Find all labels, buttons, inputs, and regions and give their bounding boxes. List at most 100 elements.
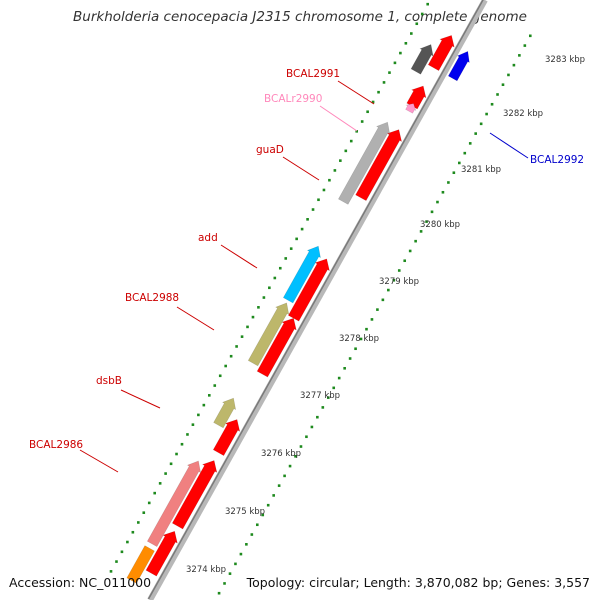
tick-outer [228,572,232,575]
tick-outer [376,308,379,311]
cds-forward-arrow [171,460,218,530]
tick-inner [278,266,282,270]
tick-inner [142,511,146,514]
scale-label: 3281 kbp [461,165,501,175]
tick-outer [474,132,477,135]
cds-forward-arrow [212,419,241,457]
gene-label-BCALr2990: BCALr2990 [264,93,322,105]
tick-inner [339,159,342,162]
tick-outer [277,484,281,487]
scale-label: 3283 kbp [545,55,585,65]
tick-outer [316,415,319,419]
tick-outer [288,464,292,468]
tick-outer [507,73,510,77]
tick-outer [430,210,434,214]
tick-inner [213,384,217,387]
tick-outer [436,200,439,204]
gene-label-add: add [198,232,218,244]
cds-forward-arrow [427,34,455,71]
tick-inner [382,81,386,84]
tick-inner [349,139,353,143]
tick-outer [512,63,516,67]
tick-outer [326,396,330,399]
tick-inner [306,218,309,221]
tick-inner [153,491,156,495]
tick-outer [294,455,297,458]
gene-add [282,245,321,304]
tick-inner [377,90,380,94]
tick-outer [425,220,428,223]
tick-outer [217,591,221,595]
tick-inner [126,540,129,544]
tick-inner [415,22,419,26]
tick-inner [246,325,249,329]
tick-inner [109,570,113,573]
tick-inner [202,403,206,407]
gene-BCAL2992 [447,50,470,82]
tick-outer [479,122,483,126]
tick-inner [229,354,233,358]
label-leader-line [319,105,358,132]
tick-outer [485,112,488,116]
tick-outer [414,239,417,243]
tick-inner [186,433,189,436]
tick-outer [381,298,385,302]
gene-label-BCAL2988: BCAL2988 [125,292,179,304]
tick-outer [354,347,357,351]
tick-inner [328,178,331,182]
tick-inner [420,12,424,16]
tick-inner [120,550,124,554]
tick-inner [240,335,244,338]
label-leader-line [489,132,529,159]
tick-outer [261,513,265,517]
tick-inner [289,247,293,250]
tick-inner [224,364,227,368]
tick-inner [344,149,348,153]
tick-outer [348,357,352,360]
tick-inner [360,120,364,123]
tick-outer [528,34,532,38]
gene-label-dsbB: dsbB [96,375,122,387]
gene-BCAL2991 [410,44,434,75]
scale-label: 3282 kbp [503,109,543,119]
label-leader-line [220,244,258,269]
cds-forward-arrow [256,317,297,378]
label-leader-line [282,156,320,181]
tick-inner [268,286,271,290]
tick-outer [518,54,521,57]
tick-outer [441,190,445,194]
tick-outer [299,445,303,448]
gene-BCALr2990 [405,103,417,114]
features [126,34,470,584]
tick-inner [404,41,408,45]
scale-label: 3279 kbp [379,277,419,287]
tick-inner [300,227,304,231]
tick-outer [245,543,248,546]
tick-outer [365,327,368,331]
tick-outer [310,425,314,429]
scale-label: 3278 kbp [339,334,379,344]
tick-inner [317,198,320,202]
tick-inner [371,100,375,104]
label-leader-line [337,80,375,105]
tick-inner [115,560,118,563]
tick-outer [468,142,472,145]
tick-inner [251,315,255,319]
gene-label-BCAL2992: BCAL2992 [530,154,584,166]
topology-text: Topology: circular; Length: 3,870,082 bp… [246,575,590,590]
tick-outer [343,366,346,370]
tick-inner [131,530,135,534]
tick-outer [239,552,243,556]
tick-inner [218,374,222,378]
tick-inner [175,452,178,456]
scale-label: 3277 kbp [300,391,340,401]
gene-BCAL2988 [247,302,290,367]
gene-label-guaD: guaD [256,144,284,156]
backbone-line [147,0,488,600]
tick-inner [426,2,429,6]
tick-outer [234,562,237,566]
map-title: Burkholderia cenocepacia J2315 chromosom… [73,9,527,25]
tick-inner [399,51,402,55]
tick-inner [235,345,238,348]
